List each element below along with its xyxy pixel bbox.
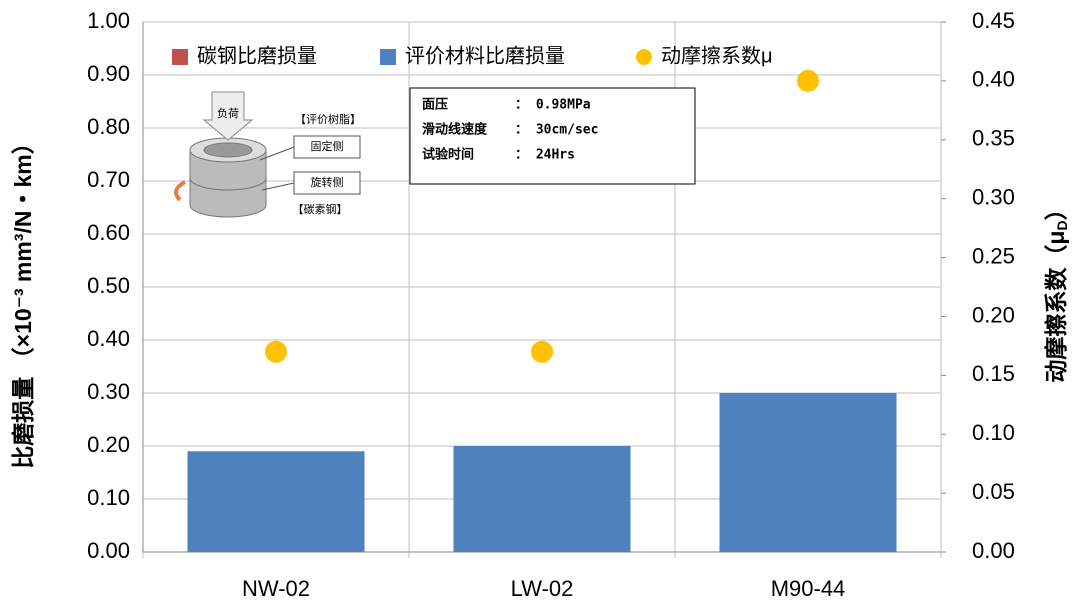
bar — [187, 451, 365, 552]
x-tick-label: NW-02 — [242, 576, 310, 601]
y-tick-label: 0.50 — [87, 273, 130, 298]
y-tick-label: 0.40 — [87, 326, 130, 351]
y-tick-label: 0.30 — [87, 379, 130, 404]
x-tick-label: LW-02 — [511, 576, 574, 601]
y2-tick-label: 0.40 — [972, 67, 1015, 92]
y-tick-label: 0.20 — [87, 432, 130, 457]
bar — [719, 393, 897, 552]
y2-tick-label: 0.15 — [972, 361, 1015, 386]
annotation: 【碳素钢】 — [293, 202, 348, 216]
test-diagram: 负荷 【评价树脂】 固定侧 旋转侧 【碳素钢】 — [174, 91, 361, 218]
legend-marker — [380, 49, 396, 65]
y-tick-label: 1.00 — [87, 8, 130, 33]
condition-value: ： 24Hrs — [515, 148, 575, 163]
y2-tick-label: 0.45 — [972, 8, 1015, 33]
y-tick-label: 0.60 — [87, 220, 130, 245]
y2-tick-label: 0.30 — [972, 184, 1015, 209]
annotation: 固定侧 — [311, 139, 344, 153]
y2-tick-label: 0.10 — [972, 420, 1015, 445]
legend-label: 动摩擦系数μ — [661, 44, 773, 67]
y2-tick-label: 0.05 — [972, 479, 1015, 504]
y2-label-sub: D — [1054, 220, 1070, 230]
annotation: 旋转侧 — [311, 175, 344, 189]
y2-label-end: ） — [1043, 197, 1069, 220]
condition-value: ： 0.98MPa — [515, 98, 591, 113]
annotation: 【评价树脂】 — [295, 112, 361, 126]
y-axis-label: 比磨损量 （×10⁻³ mm³/N・km） — [10, 131, 36, 468]
point — [531, 340, 553, 363]
y-tick-label: 0.10 — [87, 485, 130, 510]
legend-label: 碳钢比磨损量 — [197, 44, 317, 67]
condition-label: 滑动线速度 — [422, 122, 488, 138]
y-tick-label: 0.70 — [87, 167, 130, 192]
condition-label: 面压 — [422, 98, 448, 113]
y2-tick-label: 0.20 — [972, 302, 1015, 327]
condition-label: 试验时间 — [422, 147, 474, 163]
conditions-box — [409, 87, 696, 185]
y-tick-label: 0.00 — [87, 538, 130, 563]
y2-axis-label: 动摩擦系数（μD） — [1043, 197, 1070, 382]
legend-marker — [172, 49, 188, 65]
x-tick-label: M90-44 — [771, 576, 846, 601]
annotation: 负荷 — [217, 106, 239, 120]
y-tick-label: 0.80 — [87, 114, 130, 139]
legend-marker — [636, 49, 652, 65]
y2-tick-label: 0.00 — [972, 538, 1015, 563]
condition-value: ： 30cm/sec — [515, 123, 598, 138]
y2-tick-label: 0.25 — [972, 243, 1015, 268]
legend-label: 评价材料比磨损量 — [405, 44, 565, 67]
point — [265, 340, 287, 363]
y2-tick-label: 0.35 — [972, 126, 1015, 151]
bar — [453, 446, 631, 552]
point — [797, 69, 819, 92]
y-tick-label: 0.90 — [87, 61, 130, 86]
y2-label-text: 动摩擦系数（μ — [1043, 231, 1069, 383]
